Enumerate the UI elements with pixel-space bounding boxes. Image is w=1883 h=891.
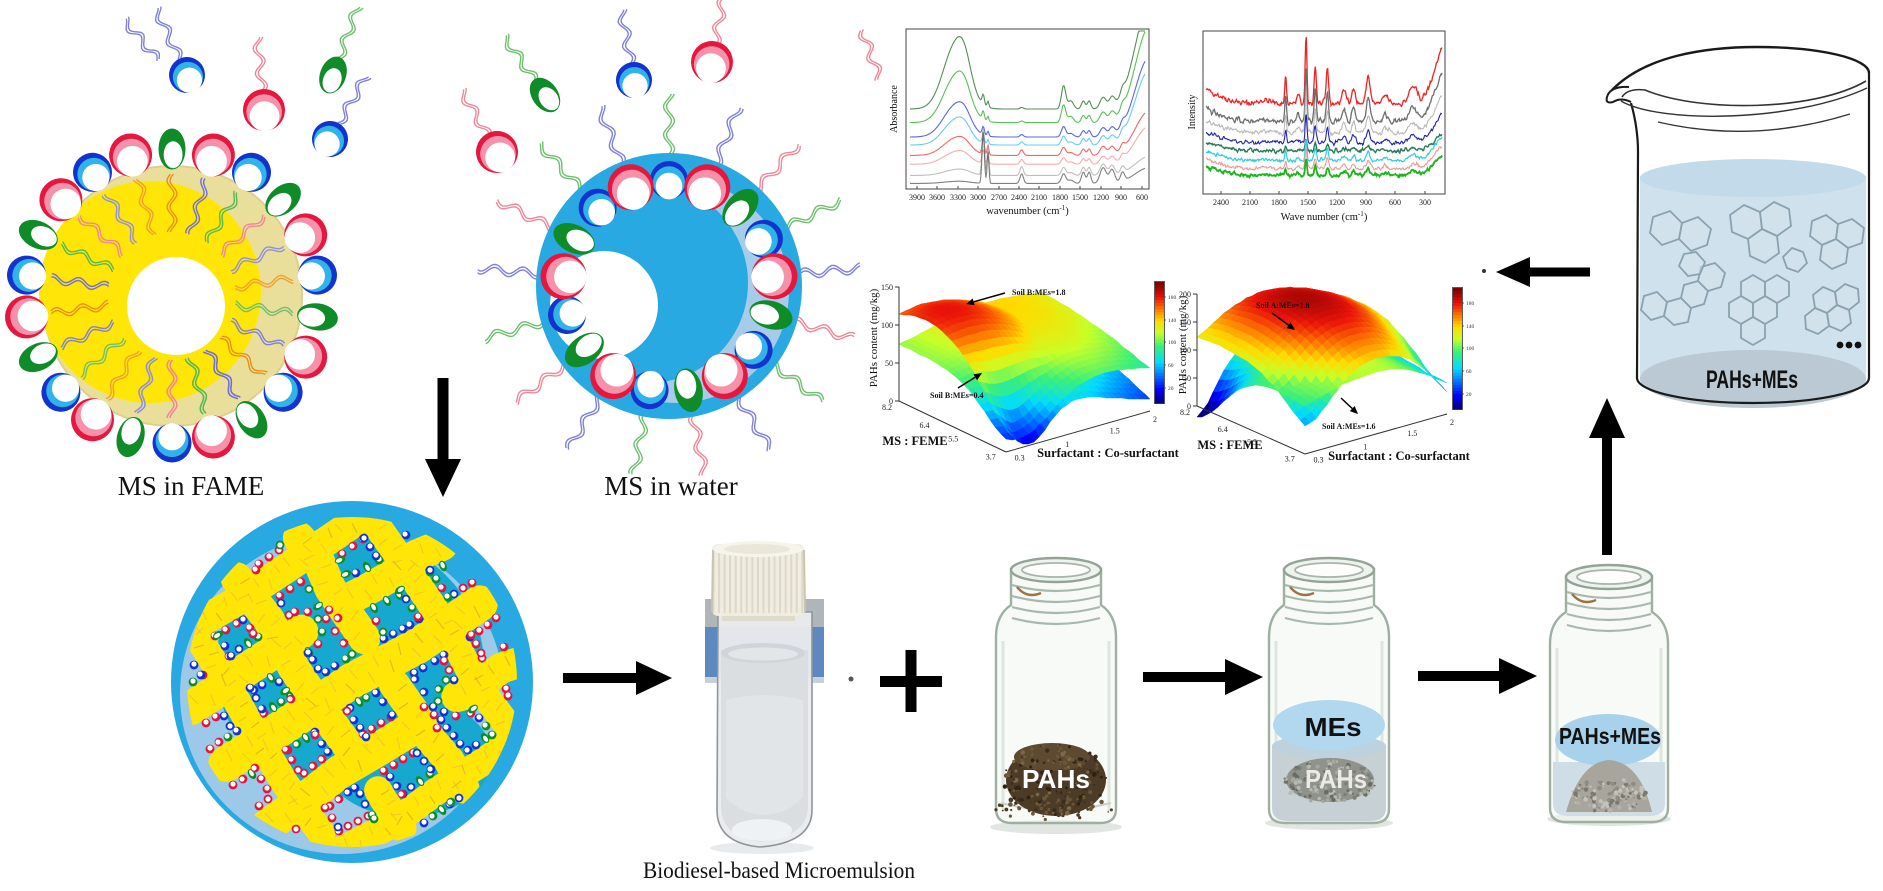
svg-text:2: 2 (1153, 415, 1157, 424)
svg-text:600: 600 (1136, 193, 1148, 202)
svg-text:150: 150 (881, 283, 893, 292)
svg-text:0.3: 0.3 (1314, 456, 1324, 465)
svg-text:0: 0 (1187, 402, 1191, 411)
svg-text:1: 1 (1065, 440, 1069, 449)
svg-text:2400: 2400 (1011, 193, 1027, 202)
svg-text:PAHs content (mg/kg): PAHs content (mg/kg) (1177, 295, 1189, 394)
svg-text:3600: 3600 (929, 193, 945, 202)
svg-text:8.2: 8.2 (1180, 408, 1190, 417)
svg-text:MS : FEME: MS : FEME (882, 434, 947, 448)
svg-text:PAHs: PAHs (1305, 764, 1367, 794)
svg-text:0: 0 (889, 397, 893, 406)
svg-text:600: 600 (1389, 198, 1401, 207)
svg-text:60: 60 (1168, 363, 1174, 369)
svg-text:PAHs+MEs: PAHs+MEs (1706, 366, 1798, 394)
svg-text:0.3: 0.3 (1015, 454, 1025, 463)
svg-text:200: 200 (1179, 290, 1191, 299)
svg-text:Surfactant : Co-surfactant: Surfactant : Co-surfactant (1037, 446, 1179, 460)
svg-text:Wave number (cm-1): Wave number (cm-1) (1281, 210, 1368, 223)
svg-text:20: 20 (1466, 392, 1472, 398)
svg-text:MS in FAME: MS in FAME (118, 471, 265, 501)
svg-text:180: 180 (1168, 295, 1177, 301)
svg-text:50: 50 (1183, 374, 1191, 383)
svg-text:wavenumber (cm-1): wavenumber (cm-1) (986, 204, 1069, 217)
svg-text:1500: 1500 (1072, 193, 1088, 202)
svg-text:300: 300 (1419, 198, 1431, 207)
svg-text:1500: 1500 (1300, 198, 1316, 207)
svg-text:2700: 2700 (991, 193, 1007, 202)
svg-text:MEs: MEs (1305, 712, 1362, 742)
svg-text:180: 180 (1466, 301, 1475, 307)
svg-text:1200: 1200 (1093, 193, 1109, 202)
svg-text:2100: 2100 (1242, 198, 1258, 207)
svg-text:Soil A:MEs=1.8: Soil A:MEs=1.8 (1256, 301, 1309, 310)
svg-text:Soil A:MEs=1.6: Soil A:MEs=1.6 (1322, 422, 1375, 431)
svg-text:5.5: 5.5 (1247, 438, 1257, 447)
svg-text:5.5: 5.5 (948, 435, 958, 444)
svg-text:3300: 3300 (950, 193, 966, 202)
svg-text:1: 1 (1363, 442, 1367, 451)
svg-text:1800: 1800 (1052, 193, 1068, 202)
svg-text:PAHs content (mg/kg): PAHs content (mg/kg) (868, 288, 880, 387)
svg-text:Soil B:MEs=1.8: Soil B:MEs=1.8 (1012, 288, 1065, 297)
svg-text:2400: 2400 (1213, 198, 1229, 207)
svg-text:Intensity: Intensity (1187, 95, 1198, 130)
svg-text:140: 140 (1168, 318, 1177, 324)
svg-text:140: 140 (1466, 324, 1475, 330)
svg-text:6.4: 6.4 (1218, 425, 1228, 434)
svg-text:900: 900 (1115, 193, 1127, 202)
svg-text:Biodiesel-based Microemulsion: Biodiesel-based Microemulsion (643, 858, 915, 883)
svg-text:1.5: 1.5 (1110, 427, 1120, 436)
svg-text:8.2: 8.2 (882, 403, 892, 412)
svg-text:1800: 1800 (1271, 198, 1287, 207)
svg-text:60: 60 (1466, 369, 1472, 375)
svg-text:Absorbance: Absorbance (889, 85, 900, 133)
svg-text:PAHs: PAHs (1022, 764, 1090, 794)
svg-text:3.7: 3.7 (1285, 455, 1295, 464)
svg-text:100: 100 (1179, 346, 1191, 355)
svg-text:50: 50 (885, 359, 893, 368)
svg-text:Soil B:MEs=0.4: Soil B:MEs=0.4 (930, 391, 983, 400)
svg-text:100: 100 (1168, 340, 1177, 346)
svg-text:3.7: 3.7 (986, 453, 996, 462)
svg-text:PAHs+MEs: PAHs+MEs (1559, 723, 1661, 749)
svg-text:3900: 3900 (909, 193, 925, 202)
svg-text:6.4: 6.4 (920, 421, 930, 430)
svg-text:2: 2 (1450, 418, 1454, 427)
svg-text:MS in water: MS in water (604, 471, 737, 501)
svg-text:900: 900 (1360, 198, 1372, 207)
svg-text:20: 20 (1168, 386, 1174, 392)
svg-text:100: 100 (1466, 346, 1475, 352)
svg-text:1200: 1200 (1329, 198, 1345, 207)
svg-text:3000: 3000 (970, 193, 986, 202)
svg-text:2100: 2100 (1031, 193, 1047, 202)
svg-text:MS : FEME: MS : FEME (1197, 438, 1262, 452)
svg-text:Surfactant : Co-surfactant: Surfactant : Co-surfactant (1328, 449, 1470, 463)
svg-text:1.5: 1.5 (1407, 429, 1417, 438)
svg-text:150: 150 (1179, 318, 1191, 327)
svg-text:100: 100 (881, 321, 893, 330)
